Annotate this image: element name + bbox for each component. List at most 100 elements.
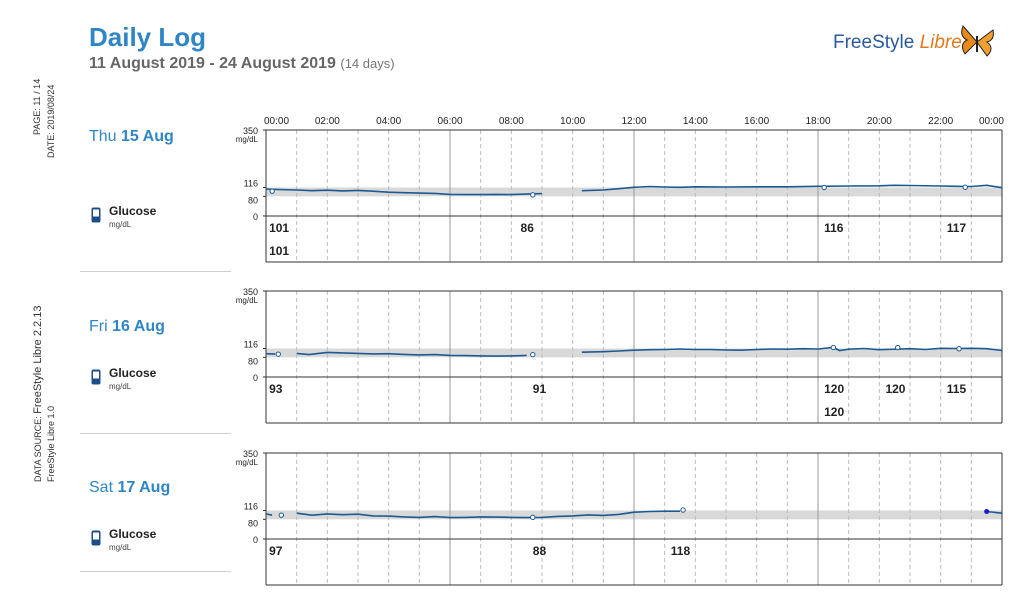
- glucose-value-label: 120: [885, 382, 905, 396]
- glucose-trace: [296, 351, 527, 357]
- scan-marker: [530, 514, 536, 521]
- scan-marker: [530, 192, 536, 198]
- row-separator: [80, 271, 231, 272]
- scan-marker: [956, 346, 962, 352]
- y-unit-label: mg/dL: [236, 458, 259, 467]
- glucose-value-label: 115: [947, 382, 967, 396]
- date-range-text: 11 August 2019 - 24 August 2019: [89, 55, 336, 72]
- y-tick-label: 116: [244, 501, 258, 511]
- row-separator: [80, 571, 231, 572]
- glucose-trace: [581, 346, 1003, 353]
- scan-marker: [275, 351, 281, 357]
- scan-marker: [530, 351, 536, 358]
- page-title: Daily Log: [89, 22, 207, 52]
- x-tick-label: 08:00: [499, 116, 524, 127]
- scan-marker: [830, 344, 837, 351]
- x-tick-label: 18:00: [805, 116, 830, 127]
- x-tick-label: 06:00: [437, 116, 462, 127]
- day-label: Sat 17 Aug: [89, 479, 170, 497]
- glucose-trace: [265, 188, 543, 196]
- glucose-value-label: 101: [269, 221, 289, 235]
- day-label: Thu 15 Aug: [89, 128, 174, 146]
- scan-marker: [895, 344, 901, 351]
- y-tick-label: 116: [244, 178, 258, 188]
- glucose-value-label: 118: [671, 544, 691, 558]
- day-count: (14 days): [340, 56, 395, 71]
- glucose-value-label: 101: [269, 244, 289, 258]
- x-tick-label: 20:00: [867, 116, 892, 127]
- x-tick-label: 02:00: [315, 116, 340, 127]
- logo-text-libre: Libre: [919, 32, 962, 53]
- x-tick-label: 14:00: [683, 116, 708, 127]
- report-date: DATE: 2019/08/24: [46, 84, 56, 158]
- glucose-value-label: 117: [947, 221, 967, 235]
- brand-logo: FreeStyle Libre: [833, 32, 962, 54]
- device-name: FreeStyle Libre 1.0: [46, 405, 56, 482]
- row-separator: [80, 433, 231, 434]
- x-tick-label: 22:00: [928, 116, 953, 127]
- day-date: 17 Aug: [117, 479, 171, 496]
- glucose-sensor-icon: [91, 207, 101, 223]
- y-tick-label: 350: [243, 126, 258, 136]
- glucose-trace: [296, 510, 680, 519]
- glucose-value-label: 120: [824, 405, 844, 419]
- x-tick-label: 04:00: [376, 116, 401, 127]
- scan-marker: [962, 184, 968, 190]
- glucose-unit: mg/dL: [109, 220, 132, 229]
- glucose-day-chart: 350 116 80 0 mg/dL 00:00 02:00 04:00 06:00 08:00 1…: [236, 116, 1004, 263]
- scan-marker: [821, 184, 827, 191]
- y-tick-label: 350: [243, 287, 258, 297]
- day-date: 16 Aug: [112, 318, 165, 335]
- x-tick-label: 12:00: [621, 116, 646, 127]
- y-unit-label: mg/dL: [236, 135, 259, 144]
- glucose-unit: mg/dL: [109, 543, 132, 552]
- y-tick-label: 80: [248, 195, 258, 205]
- scan-marker: [269, 188, 275, 194]
- glucose-label: Glucose: [109, 527, 157, 541]
- weekday: Thu: [89, 128, 117, 145]
- date-range: 11 August 2019 - 24 August 2019 (14 days…: [89, 55, 395, 73]
- glucose-value-label: 120: [824, 382, 844, 396]
- day-date: 15 Aug: [121, 128, 174, 145]
- glucose-unit: mg/dL: [109, 382, 132, 391]
- glucose-trace: [265, 513, 273, 516]
- glucose-label: Glucose: [109, 204, 157, 218]
- glucose-day-chart: 350 116 80 0 mg/dL 97 88 118: [236, 449, 1003, 586]
- scan-marker: [680, 507, 686, 513]
- y-unit-label: mg/dL: [236, 296, 259, 305]
- x-tick-label: 00:00: [979, 116, 1004, 127]
- x-tick-label: 10:00: [560, 116, 585, 127]
- data-source-value: FreeStyle Libre 2.2.13: [32, 305, 44, 414]
- y-tick-label: 0: [253, 373, 258, 383]
- glucose-trace: [986, 510, 1003, 514]
- glucose-label: Glucose: [109, 366, 157, 380]
- glucose-point: [984, 508, 990, 514]
- glucose-sensor-icon: [91, 530, 101, 546]
- y-tick-label: 0: [253, 212, 258, 222]
- y-tick-label: 80: [248, 518, 258, 528]
- y-tick-label: 0: [253, 535, 258, 545]
- glucose-sensor-icon: [91, 369, 101, 385]
- logo-text-freestyle: FreeStyle: [833, 32, 915, 53]
- butterfly-icon: [961, 25, 994, 57]
- glucose-value-label: 97: [269, 544, 283, 558]
- x-tick-label: 00:00: [264, 116, 289, 127]
- data-source: DATA SOURCE: FreeStyle Libre 2.2.13: [32, 306, 44, 482]
- data-source-prefix: DATA SOURCE:: [33, 416, 43, 482]
- page-number: PAGE: 11 / 14: [32, 78, 42, 135]
- glucose-value-label: 116: [824, 221, 844, 235]
- y-tick-label: 80: [248, 356, 258, 366]
- weekday: Fri: [89, 318, 108, 335]
- glucose-day-chart: 350 116 80 0 mg/dL 93 91 120 120 120 115: [236, 287, 1003, 424]
- y-tick-label: 350: [243, 449, 258, 459]
- glucose-trace: [581, 184, 1003, 192]
- y-tick-label: 116: [244, 339, 258, 349]
- weekday: Sat: [89, 479, 114, 496]
- glucose-value-label: 91: [533, 382, 547, 396]
- glucose-value-label: 93: [269, 382, 283, 396]
- glucose-value-label: 86: [521, 221, 535, 235]
- glucose-value-label: 88: [533, 544, 547, 558]
- x-tick-label: 16:00: [744, 116, 769, 127]
- scan-marker: [278, 512, 285, 518]
- day-label: Fri 16 Aug: [89, 318, 165, 336]
